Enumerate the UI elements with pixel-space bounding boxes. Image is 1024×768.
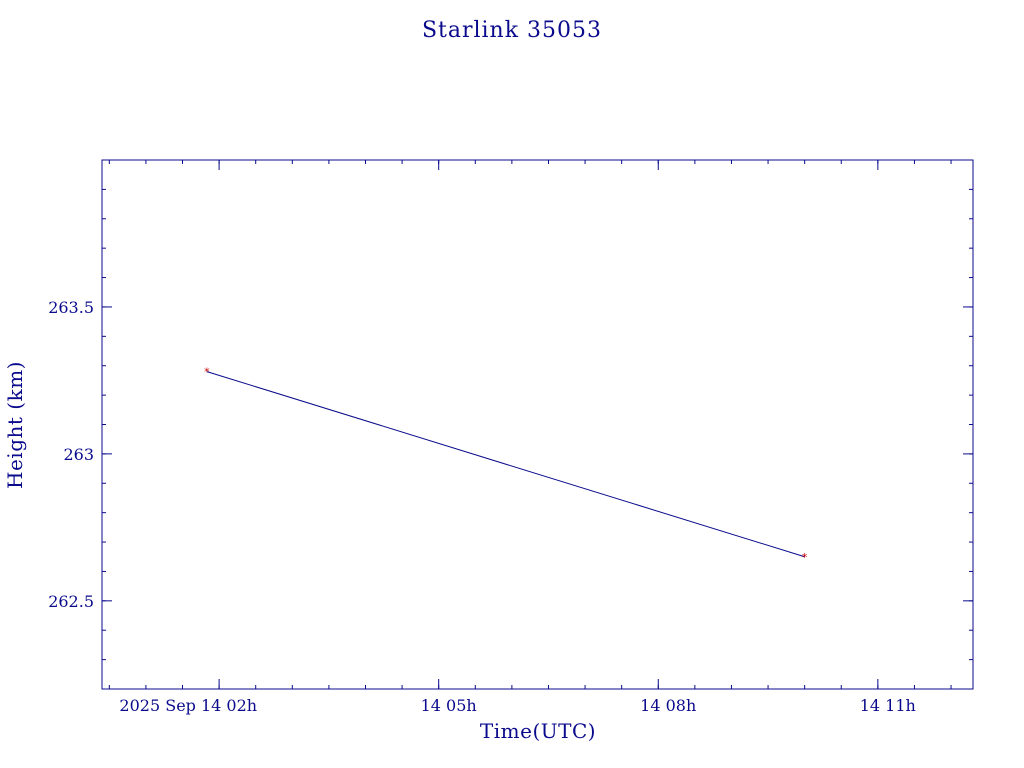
chart-title: Starlink 35053: [422, 18, 602, 43]
x-tick-label: 14 11h: [860, 696, 916, 715]
y-tick-label: 262.5: [48, 592, 94, 611]
y-axis-label: Height (km): [3, 361, 27, 489]
data-point-marker: *: [204, 366, 210, 379]
x-tick-label: 2025 Sep 14 02h: [119, 696, 257, 715]
x-tick-label: 14 05h: [421, 696, 477, 715]
x-axis-label: Time(UTC): [480, 719, 596, 743]
plot-frame: [101, 159, 974, 690]
y-tick-label: 263: [63, 445, 94, 464]
y-axis-ticks: 262.5 263 263.5: [48, 298, 973, 611]
y-tick-label: 263.5: [48, 298, 94, 317]
series-group: **: [204, 366, 808, 564]
x-axis-ticks: 2025 Sep 14 02h 14 05h 14 08h 14 11h: [119, 160, 916, 715]
minor-ticks: [102, 159, 973, 690]
series-line: [206, 371, 805, 558]
x-tick-label: 14 08h: [640, 696, 696, 715]
data-point-marker: *: [802, 551, 808, 564]
